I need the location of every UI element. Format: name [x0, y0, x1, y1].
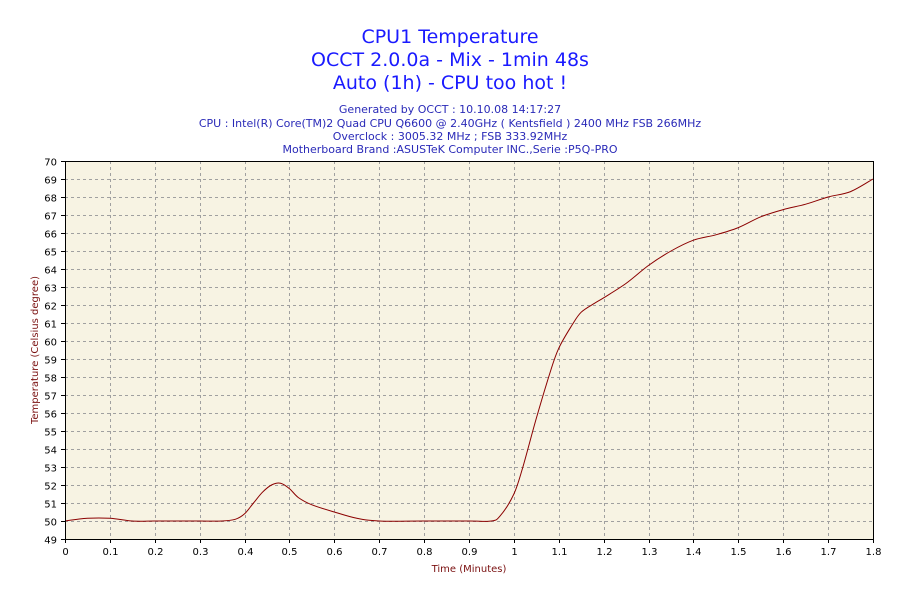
x-tick-label: 1.6: [776, 547, 792, 558]
grid-lines: [65, 161, 873, 539]
cpu-info: CPU : Intel(R) Core(TM)2 Quad CPU Q6600 …: [198, 117, 702, 130]
y-tick-label: 56: [44, 410, 57, 421]
y-tick-label: 60: [44, 338, 57, 349]
y-tick-label: 62: [44, 302, 57, 313]
x-tick-label: 0.8: [417, 547, 433, 558]
x-tick-label: 0.5: [282, 547, 298, 558]
y-tick-label: 67: [44, 212, 57, 223]
x-tick-label: 0: [62, 547, 68, 558]
plot-frame: [65, 161, 874, 540]
x-tick-label: 0.9: [462, 547, 478, 558]
y-tick-label: 65: [44, 248, 57, 259]
x-tick-label: 0.7: [372, 547, 388, 558]
y-tick-label: 55: [44, 428, 57, 439]
x-tick-label: 0.2: [148, 547, 164, 558]
x-axis-title: Time (Minutes): [431, 564, 507, 575]
series-line: [64, 178, 874, 522]
y-tick-label: 52: [44, 482, 57, 493]
y-tick-label: 70: [44, 158, 57, 169]
y-tick-label: 64: [44, 266, 57, 277]
x-tick-label: 0.4: [238, 547, 254, 558]
y-tick-label: 51: [44, 500, 57, 511]
y-tick-label: 59: [44, 356, 57, 367]
y-tick-label: 54: [44, 446, 57, 457]
x-tick-label: 1.3: [642, 547, 658, 558]
y-tick-label: 69: [44, 176, 57, 187]
tick-labels: 0 0.1 0.2 0.3 0.4 0.5 0.6 0.7 0.8 0.9 1 1.1 1.2 1.3 1.…: [44, 158, 881, 559]
x-tick-label: 0.3: [193, 547, 209, 558]
y-tick-label: 58: [44, 374, 57, 385]
chart-status: Auto (1h) - CPU too hot !: [332, 72, 568, 94]
y-tick-label: 66: [44, 230, 57, 241]
y-tick-label: 50: [44, 518, 57, 529]
generated-info: Generated by OCCT : 10.10.08 14:17:27: [338, 103, 562, 116]
x-tick-label: 0.6: [327, 547, 343, 558]
y-tick-label: 49: [44, 536, 57, 547]
overclock-info: Overclock : 3005.32 MHz ; FSB 333.92MHz: [332, 130, 568, 143]
motherboard-info: Motherboard Brand :ASUSTeK Computer INC.…: [282, 143, 618, 156]
y-tick-label: 53: [44, 464, 57, 475]
y-tick-label: 57: [44, 392, 57, 403]
y-tick-label: 68: [44, 194, 57, 205]
x-tick-label: 1.4: [686, 547, 702, 558]
y-tick-label: 63: [44, 284, 57, 295]
x-tick-label: 1.1: [552, 547, 568, 558]
x-tick-label: 1.7: [821, 547, 837, 558]
x-tick-label: 1.5: [731, 547, 747, 558]
chart-subtitle: OCCT 2.0.0a - Mix - 1min 48s: [311, 49, 589, 71]
x-tick-label: 1: [511, 547, 517, 558]
y-axis-title: Temperature (Celsius degree): [30, 276, 41, 425]
x-tick-label: 0.1: [103, 547, 119, 558]
y-tick-label: 61: [44, 320, 57, 331]
chart-title: CPU1 Temperature: [361, 26, 539, 48]
x-tick-label: 1.8: [866, 547, 882, 558]
x-tick-label: 1.2: [597, 547, 613, 558]
